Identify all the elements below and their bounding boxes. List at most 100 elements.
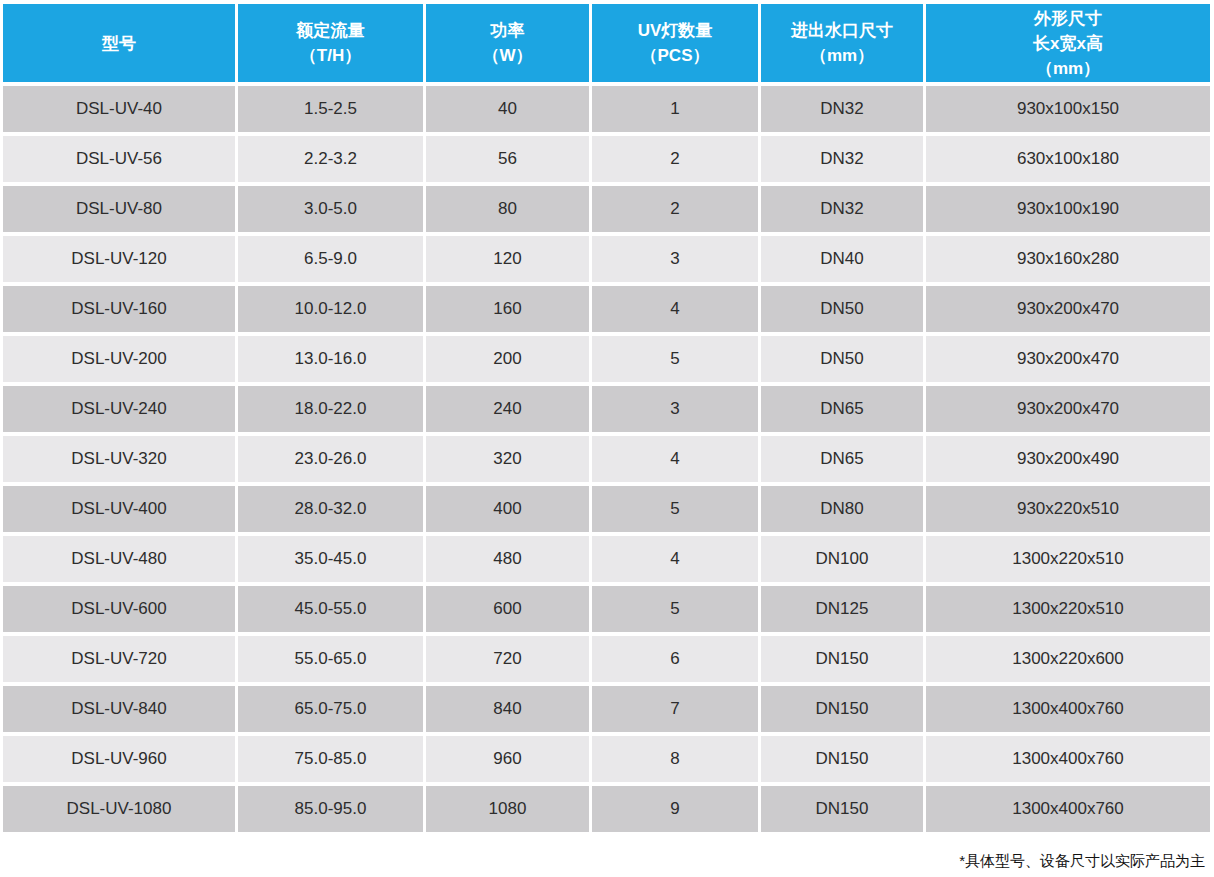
- column-header-line: （T/H）: [242, 43, 419, 68]
- column-header-line: （mm）: [765, 43, 919, 68]
- cell-model: DSL-UV-80: [3, 186, 235, 232]
- cell-power: 80: [426, 186, 589, 232]
- cell-power: 240: [426, 386, 589, 432]
- table-row: DSL-UV-40028.0-32.04005DN80930x220x510: [3, 486, 1210, 532]
- cell-power: 480: [426, 536, 589, 582]
- table-row: DSL-UV-72055.0-65.07206DN1501300x220x600: [3, 636, 1210, 682]
- cell-model: DSL-UV-960: [3, 736, 235, 782]
- cell-rated_flow: 23.0-26.0: [238, 436, 423, 482]
- cell-dimensions: 930x200x470: [926, 286, 1210, 332]
- cell-rated_flow: 2.2-3.2: [238, 136, 423, 182]
- table-row: DSL-UV-48035.0-45.04804DN1001300x220x510: [3, 536, 1210, 582]
- cell-rated_flow: 28.0-32.0: [238, 486, 423, 532]
- cell-uv_lamp_qty: 8: [592, 736, 758, 782]
- cell-dimensions: 1300x400x760: [926, 786, 1210, 832]
- cell-dimensions: 930x200x490: [926, 436, 1210, 482]
- cell-port_size: DN80: [761, 486, 923, 532]
- cell-power: 40: [426, 86, 589, 132]
- column-header-line: （mm）: [930, 56, 1206, 81]
- column-header-uv_lamp_qty: UV灯数量（PCS）: [592, 4, 758, 82]
- cell-rated_flow: 55.0-65.0: [238, 636, 423, 682]
- cell-model: DSL-UV-56: [3, 136, 235, 182]
- cell-power: 320: [426, 436, 589, 482]
- footnote: *具体型号、设备尺寸以实际产品为主: [0, 852, 1214, 871]
- cell-uv_lamp_qty: 4: [592, 286, 758, 332]
- cell-dimensions: 930x100x190: [926, 186, 1210, 232]
- column-header-line: （PCS）: [596, 43, 754, 68]
- cell-model: DSL-UV-160: [3, 286, 235, 332]
- cell-uv_lamp_qty: 5: [592, 586, 758, 632]
- table-row: DSL-UV-16010.0-12.01604DN50930x200x470: [3, 286, 1210, 332]
- cell-dimensions: 1300x220x600: [926, 636, 1210, 682]
- table-row: DSL-UV-562.2-3.2562DN32630x100x180: [3, 136, 1210, 182]
- cell-dimensions: 930x160x280: [926, 236, 1210, 282]
- cell-model: DSL-UV-120: [3, 236, 235, 282]
- column-header-line: 型号: [7, 31, 231, 56]
- column-header-line: 外形尺寸: [930, 6, 1206, 31]
- table-row: DSL-UV-84065.0-75.08407DN1501300x400x760: [3, 686, 1210, 732]
- cell-port_size: DN150: [761, 636, 923, 682]
- cell-model: DSL-UV-200: [3, 336, 235, 382]
- table-row: DSL-UV-60045.0-55.06005DN1251300x220x510: [3, 586, 1210, 632]
- cell-power: 840: [426, 686, 589, 732]
- cell-power: 160: [426, 286, 589, 332]
- cell-uv_lamp_qty: 2: [592, 136, 758, 182]
- cell-power: 120: [426, 236, 589, 282]
- table-row: DSL-UV-108085.0-95.010809DN1501300x400x7…: [3, 786, 1210, 832]
- cell-uv_lamp_qty: 7: [592, 686, 758, 732]
- cell-power: 720: [426, 636, 589, 682]
- cell-power: 56: [426, 136, 589, 182]
- spec-table: 型号额定流量（T/H）功率（W）UV灯数量（PCS）进出水口尺寸（mm）外形尺寸…: [0, 0, 1213, 836]
- cell-model: DSL-UV-720: [3, 636, 235, 682]
- table-row: DSL-UV-1206.5-9.01203DN40930x160x280: [3, 236, 1210, 282]
- cell-model: DSL-UV-40: [3, 86, 235, 132]
- column-header-line: 功率: [430, 18, 585, 43]
- cell-rated_flow: 1.5-2.5: [238, 86, 423, 132]
- cell-rated_flow: 35.0-45.0: [238, 536, 423, 582]
- cell-port_size: DN150: [761, 686, 923, 732]
- column-header-line: UV灯数量: [596, 18, 754, 43]
- cell-port_size: DN100: [761, 536, 923, 582]
- column-header-model: 型号: [3, 4, 235, 82]
- table-row: DSL-UV-24018.0-22.02403DN65930x200x470: [3, 386, 1210, 432]
- cell-rated_flow: 3.0-5.0: [238, 186, 423, 232]
- page: 型号额定流量（T/H）功率（W）UV灯数量（PCS）进出水口尺寸（mm）外形尺寸…: [0, 0, 1214, 871]
- cell-model: DSL-UV-400: [3, 486, 235, 532]
- cell-uv_lamp_qty: 6: [592, 636, 758, 682]
- column-header-dimensions: 外形尺寸长x宽x高（mm）: [926, 4, 1210, 82]
- cell-port_size: DN150: [761, 786, 923, 832]
- column-header-line: 进出水口尺寸: [765, 18, 919, 43]
- column-header-line: 长x宽x高: [930, 31, 1206, 56]
- cell-port_size: DN150: [761, 736, 923, 782]
- cell-uv_lamp_qty: 4: [592, 536, 758, 582]
- cell-dimensions: 930x200x470: [926, 336, 1210, 382]
- cell-port_size: DN65: [761, 386, 923, 432]
- cell-uv_lamp_qty: 3: [592, 236, 758, 282]
- cell-port_size: DN65: [761, 436, 923, 482]
- column-header-power: 功率（W）: [426, 4, 589, 82]
- header-row: 型号额定流量（T/H）功率（W）UV灯数量（PCS）进出水口尺寸（mm）外形尺寸…: [3, 4, 1210, 82]
- cell-uv_lamp_qty: 2: [592, 186, 758, 232]
- cell-dimensions: 930x200x470: [926, 386, 1210, 432]
- cell-model: DSL-UV-1080: [3, 786, 235, 832]
- cell-uv_lamp_qty: 4: [592, 436, 758, 482]
- cell-dimensions: 1300x400x760: [926, 686, 1210, 732]
- cell-power: 960: [426, 736, 589, 782]
- cell-rated_flow: 45.0-55.0: [238, 586, 423, 632]
- cell-power: 200: [426, 336, 589, 382]
- cell-port_size: DN125: [761, 586, 923, 632]
- cell-model: DSL-UV-480: [3, 536, 235, 582]
- table-body: DSL-UV-401.5-2.5401DN32930x100x150DSL-UV…: [3, 86, 1210, 832]
- cell-rated_flow: 18.0-22.0: [238, 386, 423, 432]
- cell-rated_flow: 75.0-85.0: [238, 736, 423, 782]
- cell-port_size: DN40: [761, 236, 923, 282]
- cell-port_size: DN32: [761, 186, 923, 232]
- cell-dimensions: 1300x400x760: [926, 736, 1210, 782]
- cell-port_size: DN32: [761, 86, 923, 132]
- cell-dimensions: 930x100x150: [926, 86, 1210, 132]
- column-header-rated_flow: 额定流量（T/H）: [238, 4, 423, 82]
- table-row: DSL-UV-20013.0-16.02005DN50930x200x470: [3, 336, 1210, 382]
- cell-model: DSL-UV-320: [3, 436, 235, 482]
- cell-uv_lamp_qty: 5: [592, 336, 758, 382]
- cell-power: 1080: [426, 786, 589, 832]
